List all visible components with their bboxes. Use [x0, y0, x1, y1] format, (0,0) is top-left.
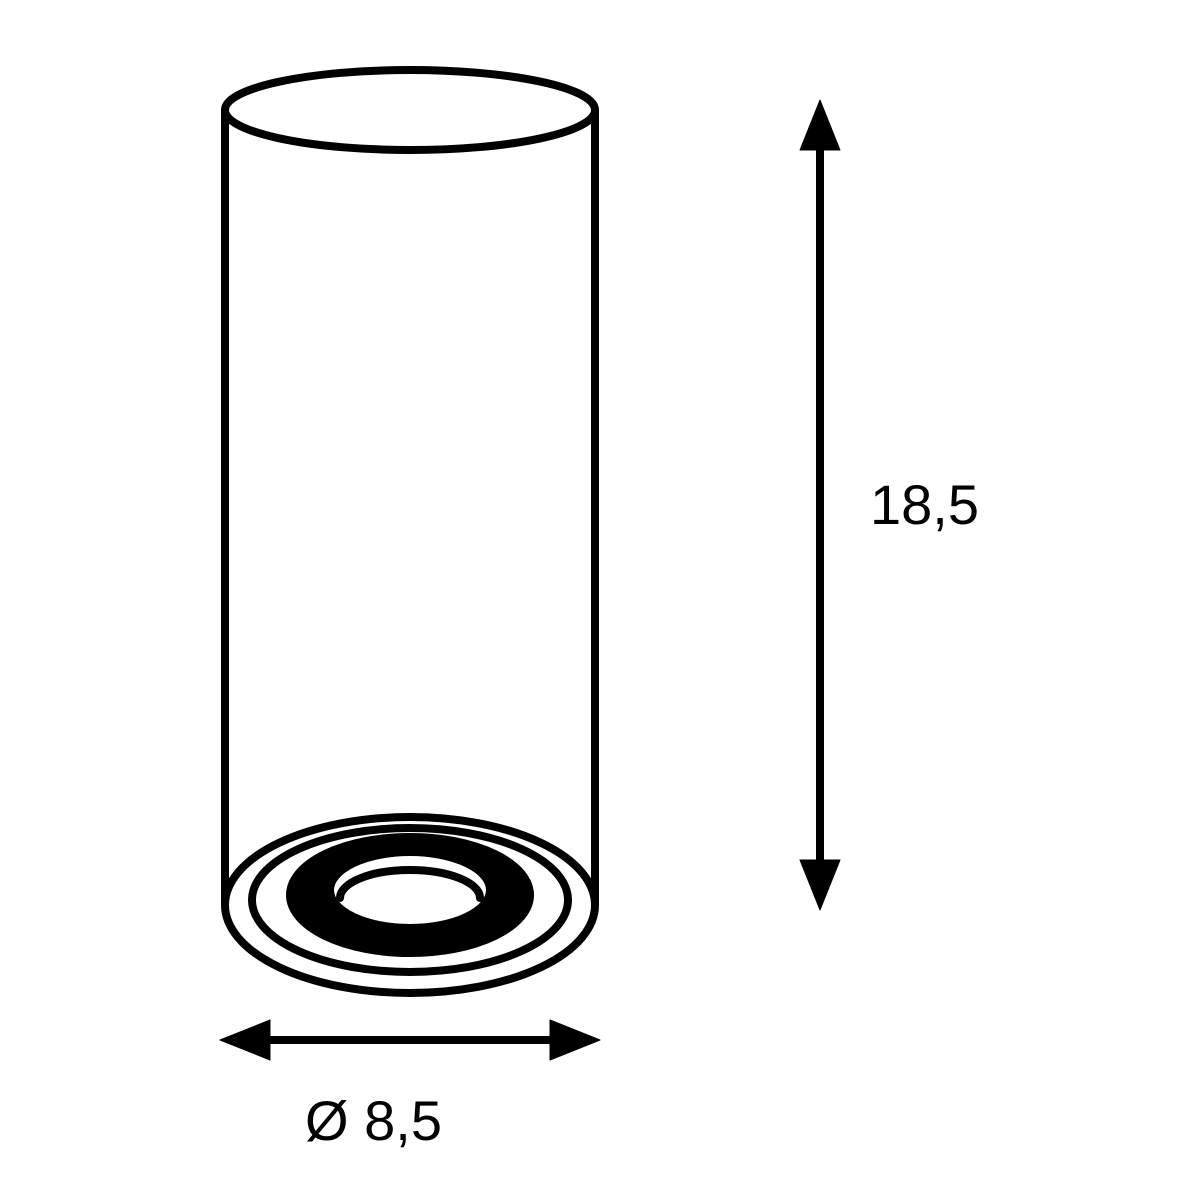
diameter-arrow-right — [550, 1020, 600, 1060]
diameter-dimension — [220, 1020, 600, 1060]
aperture-inner-ellipse — [330, 852, 490, 928]
drawing-svg — [0, 0, 1200, 1200]
technical-drawing: 18,5 Ø 8,5 — [0, 0, 1200, 1200]
diameter-label: Ø 8,5 — [305, 1088, 442, 1153]
aperture — [290, 837, 530, 953]
diameter-arrow-left — [220, 1020, 270, 1060]
height-arrow-bottom — [800, 860, 840, 910]
height-dimension — [800, 100, 840, 910]
height-label: 18,5 — [870, 472, 979, 537]
cylinder-top-ellipse — [225, 70, 595, 150]
height-arrow-top — [800, 100, 840, 150]
aperture-recess-arc — [340, 870, 480, 898]
